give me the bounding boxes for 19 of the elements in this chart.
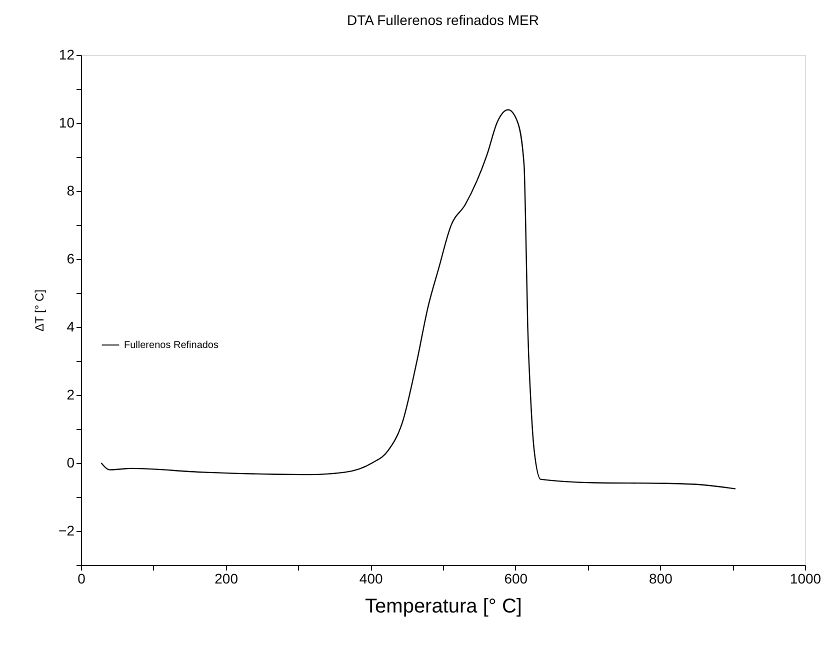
- x-tick-label: 800: [649, 570, 673, 586]
- x-tick-label: 1000: [790, 570, 822, 586]
- chart-title: DTA Fullerenos refinados MER: [347, 12, 539, 28]
- x-axis-title: Temperatura [° C]: [365, 596, 522, 618]
- y-tick-label: 12: [58, 46, 75, 62]
- x-tick-label: 600: [504, 570, 528, 586]
- y-tick-label: 2: [66, 386, 75, 402]
- y-tick-label: 4: [66, 318, 75, 334]
- x-tick-label: 400: [359, 570, 383, 586]
- y-tick-label: 6: [66, 250, 75, 266]
- legend-label: Fullerenos Refinados: [124, 340, 218, 351]
- x-tick-label: 200: [214, 570, 238, 586]
- y-axis-title: ΔT [° C]: [32, 290, 47, 332]
- y-tick-label: 0: [66, 454, 75, 470]
- y-tick-label: 10: [58, 114, 75, 130]
- line-series: [100, 109, 736, 490]
- y-tick-label: −2: [58, 522, 75, 538]
- x-tick-label: 0: [78, 570, 86, 586]
- y-tick-label: 8: [66, 182, 75, 198]
